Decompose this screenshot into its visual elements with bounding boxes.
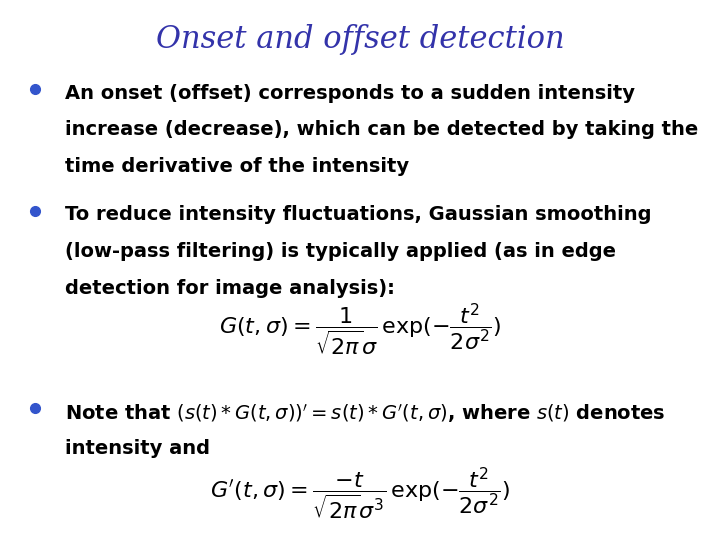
Text: $G(t,\sigma) = \dfrac{1}{\sqrt{2\pi}\sigma}\,\mathrm{exp}(-\dfrac{t^2}{2\sigma^2: $G(t,\sigma) = \dfrac{1}{\sqrt{2\pi}\sig… <box>219 301 501 357</box>
Text: An onset (offset) corresponds to a sudden intensity: An onset (offset) corresponds to a sudde… <box>65 84 635 103</box>
Text: To reduce intensity fluctuations, Gaussian smoothing: To reduce intensity fluctuations, Gaussi… <box>65 205 652 224</box>
Text: $G^{\prime}(t,\sigma) = \dfrac{-t}{\sqrt{2\pi}\sigma^3}\,\mathrm{exp}(-\dfrac{t^: $G^{\prime}(t,\sigma) = \dfrac{-t}{\sqrt… <box>210 466 510 522</box>
Text: time derivative of the intensity: time derivative of the intensity <box>65 157 409 176</box>
Text: (low-pass filtering) is typically applied (as in edge: (low-pass filtering) is typically applie… <box>65 242 616 261</box>
Text: increase (decrease), which can be detected by taking the: increase (decrease), which can be detect… <box>65 120 698 139</box>
Text: Onset and offset detection: Onset and offset detection <box>156 24 564 55</box>
Text: Note that $(s(t)*G(t,\sigma))^{\prime} = s(t)*G^{\prime}(t,\sigma)$, where $s(t): Note that $(s(t)*G(t,\sigma))^{\prime} =… <box>65 402 665 426</box>
Text: detection for image analysis):: detection for image analysis): <box>65 279 395 298</box>
Text: intensity and: intensity and <box>65 439 210 458</box>
